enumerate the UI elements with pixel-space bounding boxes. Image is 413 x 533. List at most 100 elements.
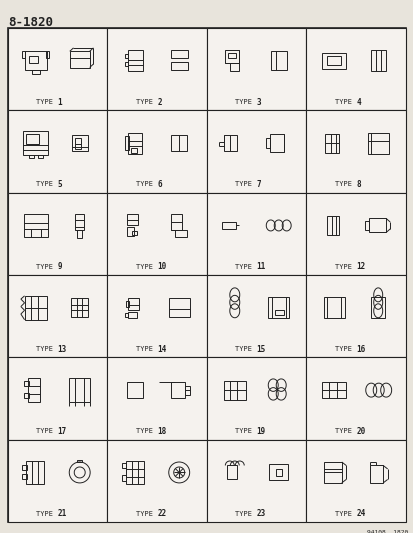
Bar: [126, 214, 138, 225]
Bar: [26, 134, 39, 144]
Text: 8: 8: [356, 180, 360, 189]
Bar: [107, 440, 206, 522]
Bar: [323, 462, 341, 483]
Text: 22: 22: [157, 509, 166, 518]
Bar: [23, 131, 48, 155]
Bar: [69, 51, 90, 68]
Bar: [71, 135, 88, 151]
Bar: [125, 54, 128, 58]
Text: TYPE: TYPE: [136, 346, 157, 352]
Bar: [77, 459, 82, 463]
Bar: [128, 298, 138, 310]
Bar: [369, 465, 382, 483]
Text: 13: 13: [57, 345, 67, 353]
Bar: [75, 144, 81, 149]
Bar: [128, 50, 142, 71]
Bar: [71, 298, 88, 317]
Bar: [8, 275, 107, 357]
Text: 17: 17: [57, 427, 67, 436]
Bar: [367, 133, 388, 154]
Bar: [122, 463, 126, 469]
Bar: [171, 382, 185, 398]
Text: TYPE: TYPE: [235, 264, 256, 270]
Bar: [170, 62, 188, 69]
Bar: [268, 464, 287, 480]
Bar: [322, 53, 345, 69]
Bar: [275, 469, 281, 476]
Bar: [128, 311, 136, 319]
Text: 16: 16: [356, 345, 365, 353]
Text: TYPE: TYPE: [334, 181, 356, 188]
Text: 1: 1: [57, 98, 62, 107]
Bar: [22, 474, 27, 479]
Text: TYPE: TYPE: [136, 99, 157, 105]
Bar: [22, 51, 25, 58]
Bar: [26, 461, 44, 483]
Text: TYPE: TYPE: [136, 511, 157, 517]
Text: TYPE: TYPE: [235, 346, 256, 352]
Text: TYPE: TYPE: [235, 511, 256, 517]
Bar: [24, 393, 29, 398]
Bar: [368, 219, 385, 232]
Bar: [206, 28, 306, 110]
Bar: [223, 135, 237, 151]
Bar: [185, 386, 190, 394]
Bar: [370, 50, 385, 71]
Text: TYPE: TYPE: [235, 99, 256, 105]
Bar: [324, 134, 338, 152]
Text: 12: 12: [356, 262, 365, 271]
Text: 11: 11: [256, 262, 266, 271]
Text: 94108  1820: 94108 1820: [366, 530, 407, 533]
Text: TYPE: TYPE: [36, 181, 57, 188]
Bar: [107, 192, 206, 275]
Bar: [8, 28, 107, 110]
Bar: [269, 134, 283, 152]
Text: 6: 6: [157, 180, 161, 189]
Bar: [306, 192, 405, 275]
Bar: [24, 51, 47, 70]
Bar: [125, 136, 128, 150]
Text: 19: 19: [256, 427, 266, 436]
Bar: [171, 135, 187, 151]
Bar: [125, 313, 128, 317]
Bar: [227, 53, 235, 58]
Text: TYPE: TYPE: [36, 346, 57, 352]
Text: 10: 10: [157, 262, 166, 271]
Text: 9: 9: [57, 262, 62, 271]
Bar: [326, 216, 338, 235]
Bar: [75, 214, 84, 230]
Bar: [131, 231, 136, 236]
Bar: [107, 275, 206, 357]
Bar: [107, 28, 206, 110]
Bar: [8, 440, 107, 522]
Text: 5: 5: [57, 180, 62, 189]
Bar: [225, 50, 238, 63]
Bar: [125, 62, 128, 66]
Bar: [326, 56, 339, 65]
Bar: [322, 382, 345, 398]
Bar: [28, 378, 39, 402]
Bar: [126, 227, 133, 236]
Bar: [126, 301, 128, 308]
Text: TYPE: TYPE: [36, 264, 57, 270]
Bar: [32, 70, 39, 74]
Bar: [206, 110, 306, 192]
Bar: [8, 357, 107, 440]
Text: 21: 21: [57, 509, 67, 518]
Bar: [370, 297, 384, 318]
Text: TYPE: TYPE: [36, 511, 57, 517]
Text: TYPE: TYPE: [235, 429, 256, 434]
Bar: [223, 381, 245, 400]
Bar: [22, 465, 27, 470]
Bar: [24, 382, 29, 386]
Bar: [8, 110, 107, 192]
Bar: [69, 378, 90, 402]
Bar: [127, 382, 143, 398]
Bar: [122, 475, 126, 481]
Text: 7: 7: [256, 180, 261, 189]
Bar: [29, 155, 34, 158]
Text: 18: 18: [157, 427, 166, 436]
Bar: [229, 63, 238, 71]
Bar: [46, 51, 49, 58]
Bar: [29, 56, 38, 63]
